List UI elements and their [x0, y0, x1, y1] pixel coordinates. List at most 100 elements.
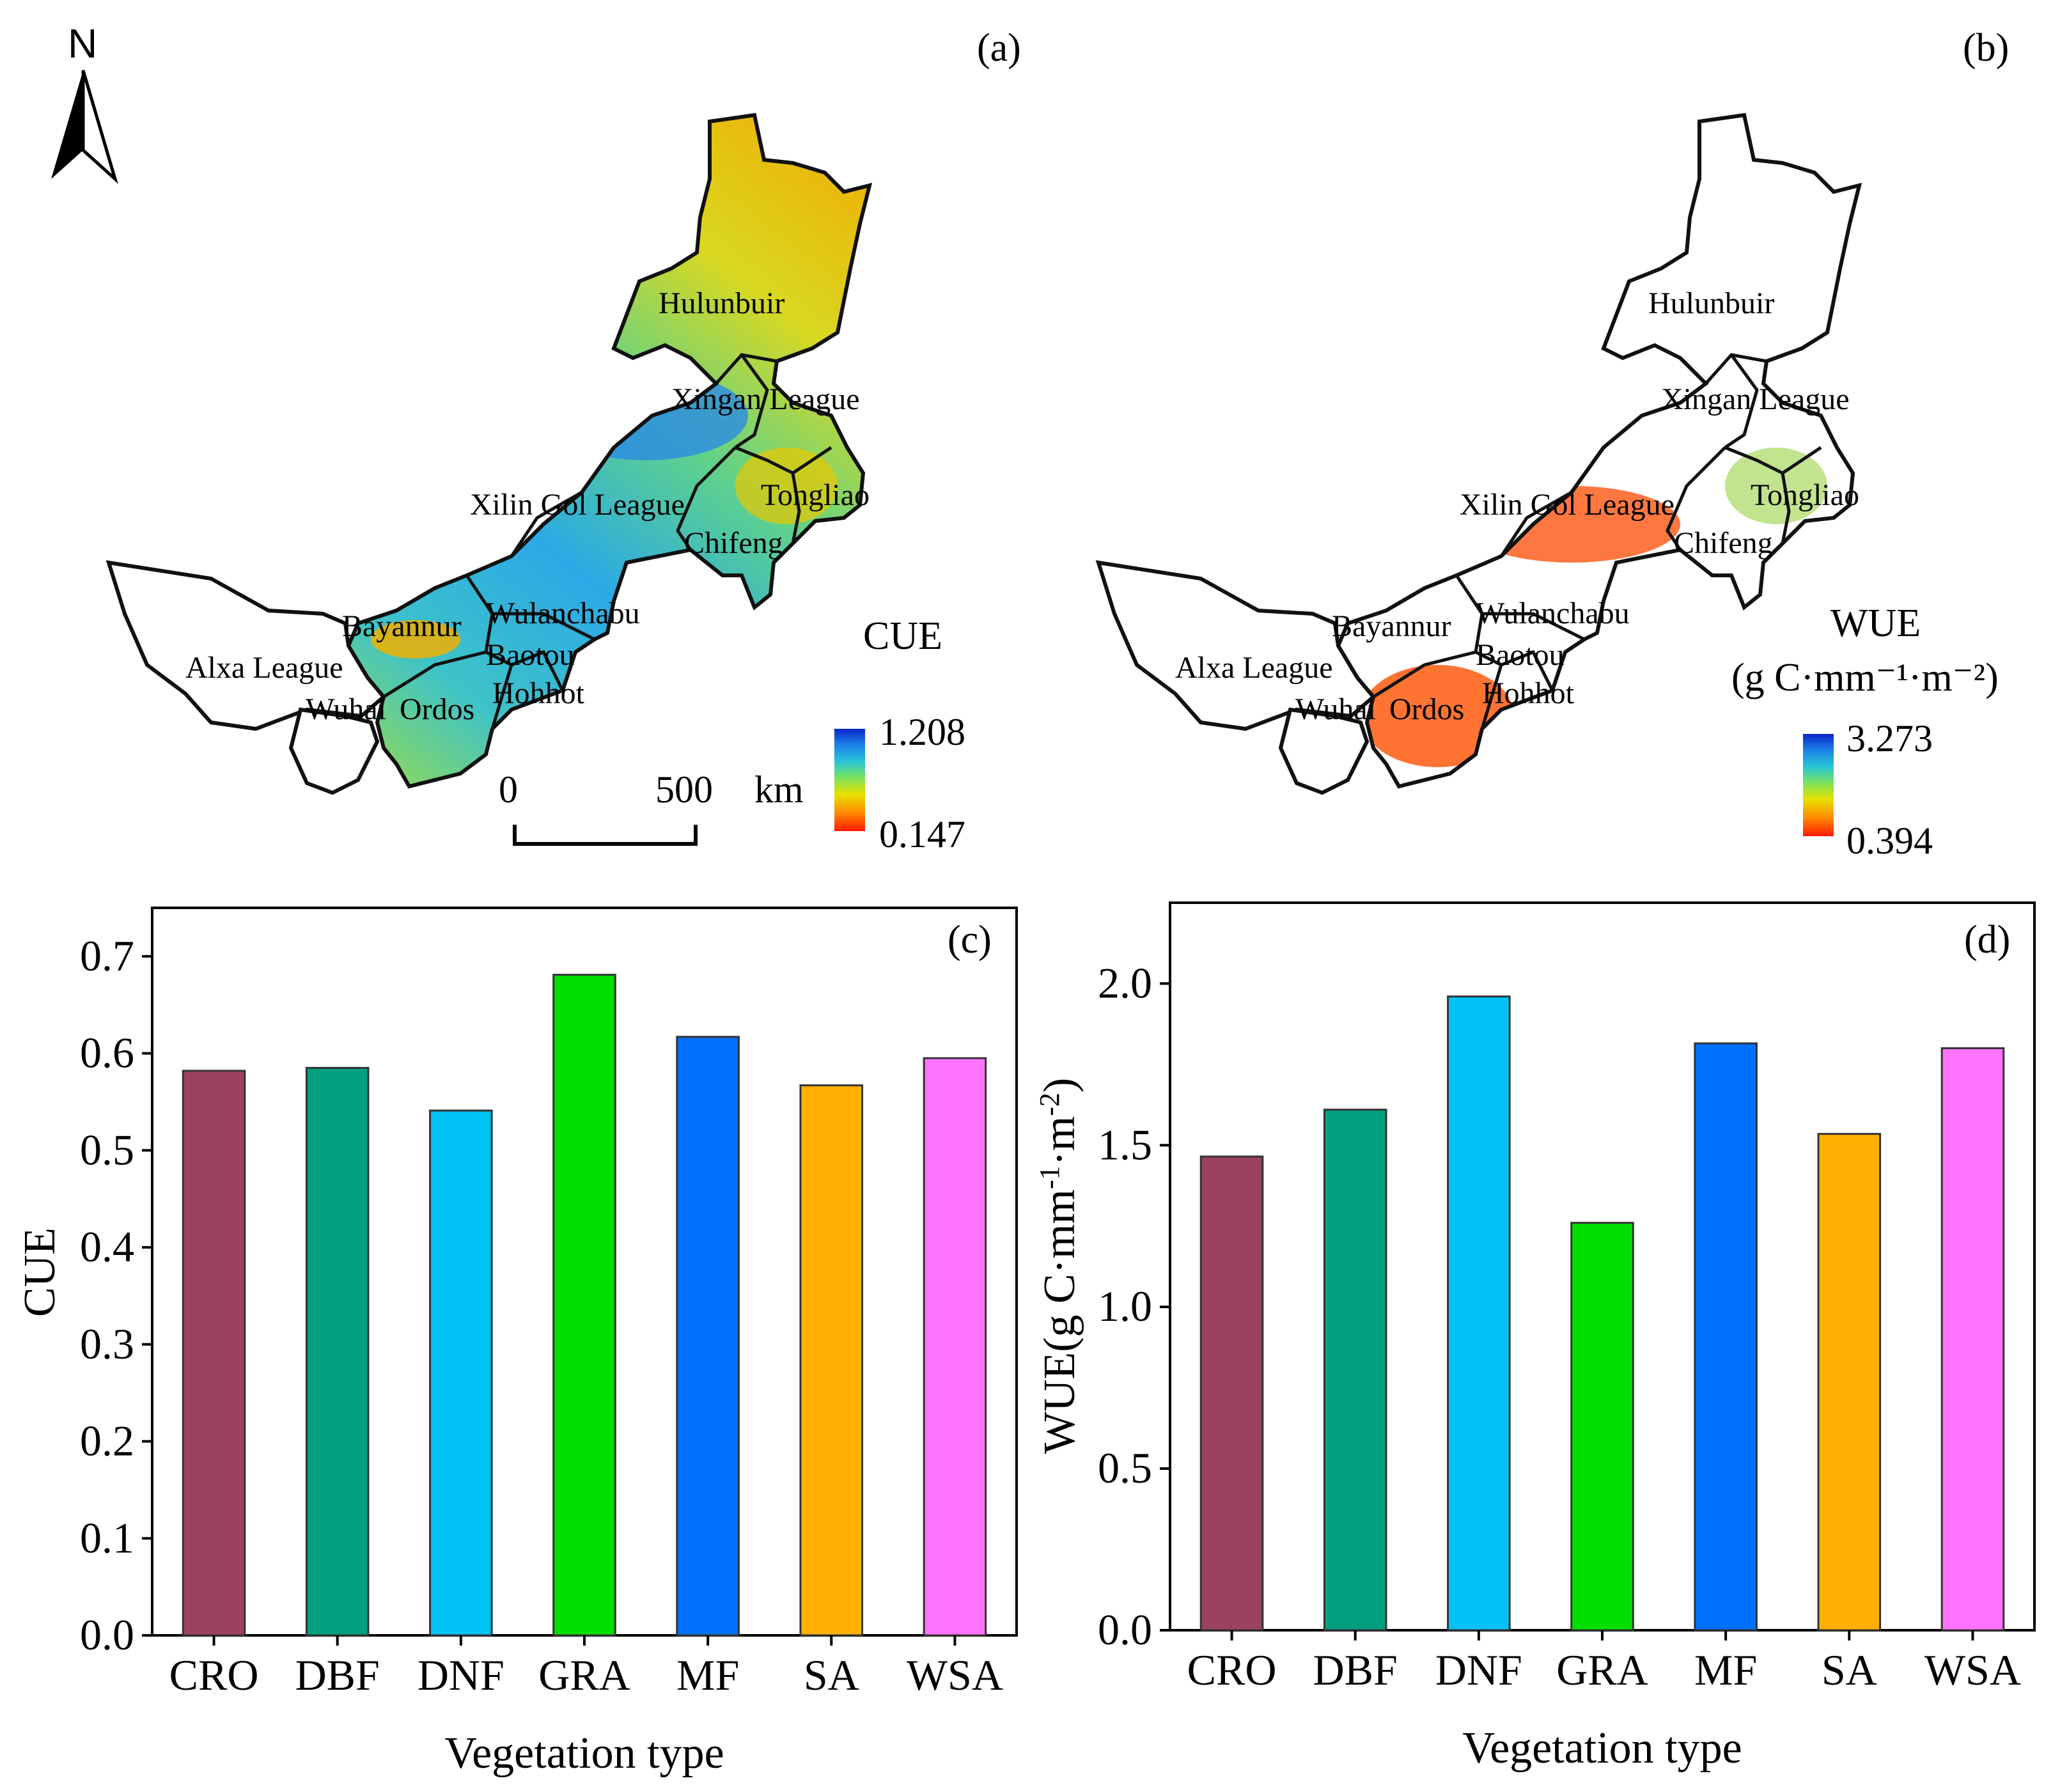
- scalebar-end: 500: [655, 768, 713, 811]
- wue-map-panel: (b) H: [1095, 26, 2009, 862]
- y-tick-label: 0.1: [80, 1513, 134, 1562]
- cue-map-panel: (a) N: [51, 20, 1021, 855]
- cue-colorbar: [834, 729, 865, 831]
- bar-gra: [1570, 1222, 1634, 1632]
- x-tick-label: WSA: [907, 1651, 1003, 1699]
- y-tick-label: 1.0: [1098, 1282, 1152, 1330]
- region-label: Hulunbuir: [659, 286, 785, 320]
- region-label: Tongliao: [761, 478, 870, 512]
- legend-max-wue: 3.273: [1846, 717, 1933, 760]
- region-labels-a: Hulunbuir Xingan League Xilin Gol League…: [185, 286, 870, 726]
- y-tick-label: 0.0: [80, 1610, 134, 1659]
- region-label: Hulunbuir: [1648, 286, 1774, 320]
- x-axis-title: Vegetation type: [444, 1729, 724, 1778]
- y-tick-label: 0.2: [80, 1417, 134, 1465]
- y-tick-label: 0.3: [80, 1320, 134, 1368]
- x-tick-label: DBF: [1313, 1646, 1398, 1694]
- region-label: Ordos: [400, 692, 474, 726]
- region-label: Alxa League: [1175, 651, 1333, 685]
- x-axis-title: Vegetation type: [1462, 1724, 1742, 1773]
- legend-min-wue: 0.394: [1846, 820, 1933, 862]
- wuhai-region: [1278, 707, 1370, 795]
- x-tick-label: CRO: [169, 1651, 259, 1699]
- x-tick-label: WSA: [1924, 1646, 2021, 1694]
- bar-cro: [182, 1070, 246, 1637]
- x-tick-label: DNF: [418, 1651, 504, 1699]
- admin-boundaries: [382, 353, 832, 729]
- bar-sa: [799, 1084, 864, 1637]
- region-label: Wulanchabu: [1476, 596, 1630, 630]
- x-tick-label: DNF: [1435, 1646, 1522, 1694]
- region-label: Hohhot: [1482, 676, 1575, 710]
- north-arrow-icon: N: [51, 20, 118, 184]
- legend-unit-wue: (g C·mm⁻¹·m⁻²): [1731, 656, 1999, 699]
- region-label: Alxa League: [185, 651, 343, 685]
- y-axis-title: WUE(g C·mm-1·m-2): [1034, 1078, 1084, 1454]
- region-label: Chifeng: [684, 526, 783, 560]
- scalebar-unit: km: [754, 768, 804, 811]
- region-label: Bayannur: [1332, 609, 1451, 643]
- x-tick-label: SA: [804, 1651, 859, 1699]
- y-tick-label: 0.7: [80, 931, 134, 980]
- panel-label-b: (b): [1963, 26, 2009, 70]
- region-label: Ordos: [1389, 692, 1464, 726]
- region-label: Xilin Gol League: [470, 488, 685, 522]
- bar-wsa: [1940, 1047, 2005, 1632]
- cue-bar-chart: (c) 0.0 0.1 0.2 0.3 0.4 0.5 0.6 0.7 CRO DBF DNF GR…: [15, 907, 1018, 1778]
- bar-dbf: [1323, 1109, 1387, 1632]
- bar-sa: [1817, 1133, 1882, 1632]
- y-tick-label: 0.0: [1098, 1605, 1152, 1654]
- region-labels-b: Hulunbuir Xingan League Xilin Gol League…: [1175, 286, 1859, 726]
- wue-bar-chart: (d) 0.00.51.01.52.0 CRO DBF DNF GRA MF SA WSA …: [1034, 901, 2036, 1773]
- wuhai-region: [288, 707, 380, 795]
- y-axis-title-part: -1: [1034, 1165, 1065, 1189]
- y-tick-label: 2.0: [1098, 958, 1152, 1007]
- legend-max-cue: 1.208: [879, 711, 965, 753]
- y-tick-label: 0.6: [80, 1029, 134, 1077]
- bar-gra: [552, 974, 616, 1637]
- bar-mf: [676, 1036, 740, 1637]
- admin-boundaries: [1372, 353, 1822, 729]
- panel-label-c: (c): [948, 918, 992, 962]
- x-tick-label: GRA: [538, 1651, 630, 1699]
- y-axis-title-part: WUE(g C·mm: [1035, 1189, 1084, 1454]
- region-label: Chifeng: [1674, 526, 1773, 560]
- y-axis-title-part: ): [1035, 1078, 1084, 1093]
- bar-dnf: [429, 1109, 493, 1637]
- wue-colorbar: [1803, 734, 1834, 836]
- bar-dbf: [305, 1066, 370, 1637]
- region-label: Wuhai: [1295, 692, 1376, 726]
- y-tick-label: 0.5: [1098, 1444, 1152, 1492]
- legend-title-wue: WUE: [1831, 602, 1921, 645]
- x-tick-label: MF: [676, 1651, 739, 1699]
- bar-wsa: [923, 1057, 987, 1637]
- scale-bar: 0 500 km: [499, 768, 804, 846]
- x-tick-label: SA: [1822, 1646, 1877, 1694]
- alxa-region: [1095, 560, 1377, 731]
- scalebar-start: 0: [499, 768, 518, 811]
- region-label: Baotou: [1476, 638, 1565, 672]
- region-label: Bayannur: [342, 609, 462, 643]
- region-label: Baotou: [486, 638, 575, 672]
- y-axis-title: CUE: [15, 1227, 65, 1317]
- bar-cro: [1199, 1155, 1264, 1632]
- legend-title-cue: CUE: [863, 614, 942, 658]
- region-label: Xilin Gol League: [1460, 488, 1674, 522]
- y-axis-title-part: ·m: [1035, 1116, 1084, 1166]
- x-tick-label: MF: [1694, 1646, 1757, 1694]
- region-label: Xingan League: [671, 382, 860, 416]
- panel-label-d: (d): [1964, 918, 2010, 962]
- region-label: Hohhot: [492, 676, 585, 710]
- alxa-region: [105, 560, 387, 731]
- x-tick-label: GRA: [1556, 1646, 1648, 1694]
- y-tick-label: 0.5: [80, 1125, 134, 1174]
- bar-mf: [1694, 1042, 1758, 1632]
- region-label: Xingan League: [1661, 382, 1850, 416]
- north-label: N: [68, 20, 97, 66]
- panel-label-a: (a): [977, 26, 1021, 70]
- region-label: Tongliao: [1751, 478, 1859, 512]
- region-label: Wulanchabu: [486, 596, 640, 630]
- x-tick-label: DBF: [295, 1651, 380, 1699]
- bar-dnf: [1447, 995, 1511, 1632]
